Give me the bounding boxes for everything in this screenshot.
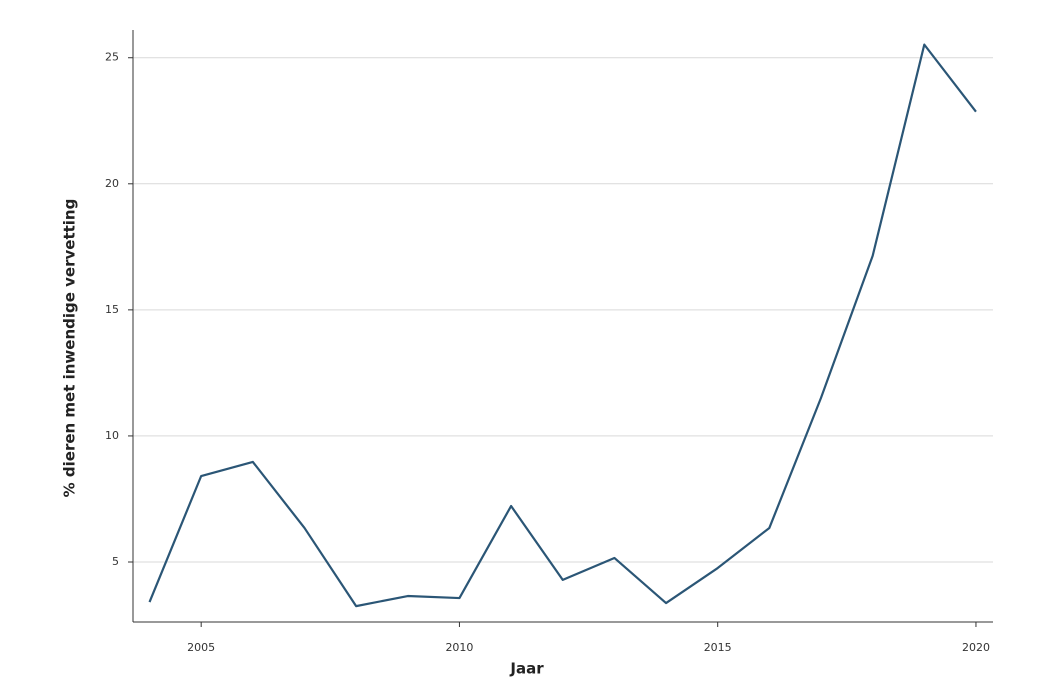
y-tick-label: 20: [105, 177, 119, 190]
y-axis-label: % dieren met inwendige vervetting: [61, 199, 79, 498]
y-tick-label: 5: [112, 555, 119, 568]
x-tick-label: 2005: [187, 641, 215, 654]
x-tick-label: 2015: [704, 641, 732, 654]
x-tick-label: 2020: [962, 641, 990, 654]
y-tick-label: 10: [105, 429, 119, 442]
x-tick-label: 2010: [445, 641, 473, 654]
y-tick-label: 25: [105, 51, 119, 64]
y-tick-label: 15: [105, 303, 119, 316]
x-axis-label: Jaar: [509, 660, 544, 678]
data-line: [148, 43, 977, 608]
